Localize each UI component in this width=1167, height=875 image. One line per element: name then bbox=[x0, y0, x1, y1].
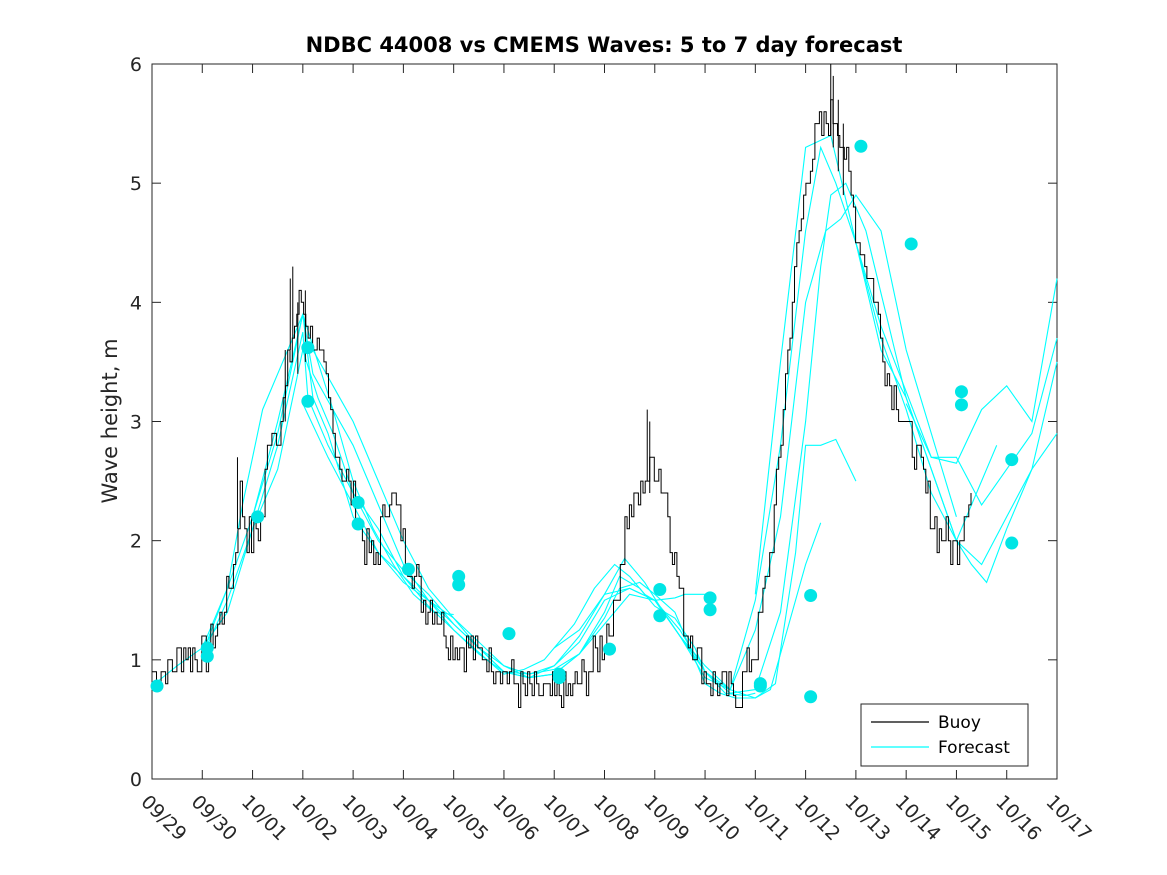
x-tick-label: 10/10 bbox=[690, 791, 744, 845]
y-tick-label: 0 bbox=[130, 769, 142, 791]
chart-title: NDBC 44008 vs CMEMS Waves: 5 to 7 day fo… bbox=[306, 33, 903, 57]
forecast-marker bbox=[401, 562, 415, 576]
forecast-marker bbox=[954, 398, 968, 412]
forecast-marker bbox=[351, 496, 365, 510]
x-tick-label: 10/15 bbox=[941, 791, 995, 845]
forecast-marker bbox=[452, 578, 466, 592]
x-tick-label: 10/13 bbox=[840, 791, 894, 845]
forecast-marker bbox=[603, 642, 617, 656]
forecast-marker bbox=[703, 603, 717, 617]
x-tick-label: 10/07 bbox=[539, 791, 593, 845]
x-tick-label: 10/03 bbox=[338, 791, 392, 845]
forecast-marker bbox=[653, 583, 667, 597]
y-tick-label: 5 bbox=[130, 173, 142, 195]
forecast-marker bbox=[954, 385, 968, 399]
forecast-series-line bbox=[754, 134, 1058, 595]
legend: Buoy Forecast bbox=[860, 703, 1029, 767]
forecast-marker bbox=[904, 237, 918, 251]
x-tick-label: 10/12 bbox=[790, 791, 844, 845]
y-tick-label: 3 bbox=[130, 412, 142, 434]
forecast-marker bbox=[150, 679, 164, 693]
x-tick-label: 09/30 bbox=[187, 791, 241, 845]
forecast-marker bbox=[251, 510, 265, 524]
x-tick-label: 10/08 bbox=[589, 791, 643, 845]
forecast-marker bbox=[854, 139, 868, 153]
y-axis-label: Wave height, m bbox=[98, 338, 122, 503]
forecast-series-line bbox=[553, 145, 1058, 691]
legend-entry-label: Buoy bbox=[938, 713, 981, 733]
y-tick-label: 4 bbox=[130, 292, 142, 314]
forecast-marker bbox=[1005, 536, 1019, 550]
y-tick-label: 2 bbox=[130, 531, 142, 553]
forecast-marker bbox=[804, 588, 818, 602]
forecast-marker bbox=[200, 641, 214, 655]
forecast-marker bbox=[1005, 453, 1019, 467]
forecast-marker bbox=[703, 591, 717, 605]
buoy-series-line bbox=[152, 99, 972, 708]
y-tick-label: 1 bbox=[130, 650, 142, 672]
x-tick-label: 10/17 bbox=[1041, 791, 1095, 845]
legend-box bbox=[860, 703, 1029, 767]
x-tick-label: 10/11 bbox=[740, 791, 794, 845]
x-tick-label: 10/06 bbox=[488, 791, 542, 845]
forecast-marker bbox=[502, 627, 516, 641]
x-tick-label: 10/16 bbox=[991, 791, 1045, 845]
y-tick-label: 6 bbox=[130, 54, 142, 76]
legend-entry-label: Forecast bbox=[938, 738, 1010, 758]
forecast-series-line bbox=[855, 242, 1058, 584]
x-tick-label: 10/14 bbox=[891, 791, 945, 845]
forecast-marker bbox=[301, 394, 315, 408]
forecast-marker bbox=[804, 690, 818, 704]
forecast-marker bbox=[653, 609, 667, 623]
forecast-series-line bbox=[252, 314, 822, 699]
x-tick-label: 10/01 bbox=[237, 791, 291, 845]
x-tick-label: 10/09 bbox=[639, 791, 693, 845]
forecast-series-line bbox=[905, 337, 1058, 506]
forecast-marker bbox=[301, 341, 315, 355]
x-tick-label: 10/02 bbox=[287, 791, 341, 845]
x-tick-label: 09/29 bbox=[136, 791, 190, 845]
forecast-marker bbox=[351, 517, 365, 531]
x-tick-label: 10/04 bbox=[388, 791, 442, 845]
forecast-marker bbox=[753, 679, 767, 693]
x-tick-label: 10/05 bbox=[438, 791, 492, 845]
forecast-marker bbox=[552, 671, 566, 685]
